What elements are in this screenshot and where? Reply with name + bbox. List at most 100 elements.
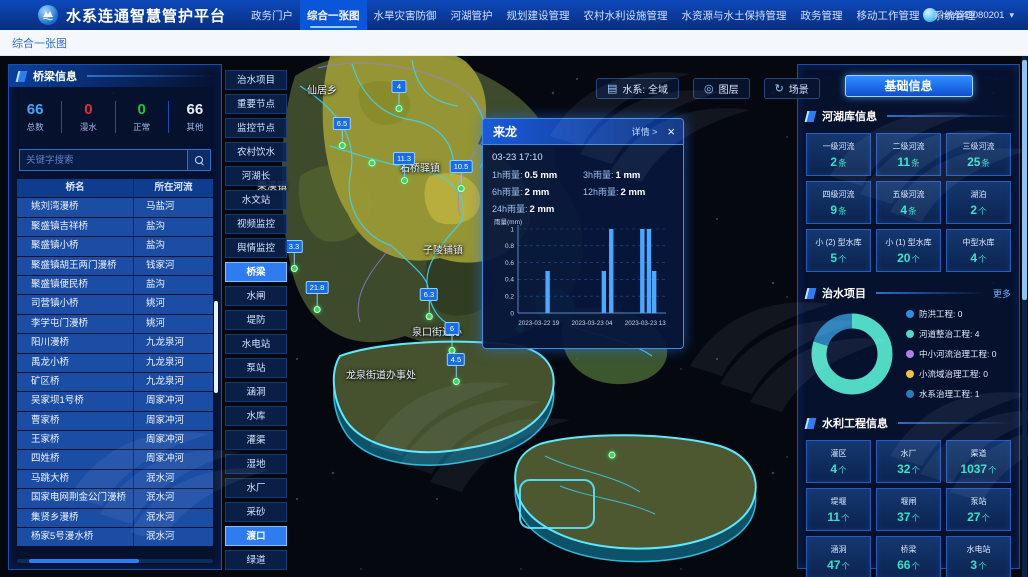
- marker-value: 3.3: [284, 240, 304, 253]
- stat-value: 0: [137, 101, 146, 118]
- watersystem-filter-button[interactable]: ▤ 水系: 全域: [596, 78, 679, 99]
- search-button[interactable]: [187, 149, 211, 171]
- layer-item-渡口[interactable]: 渡口: [225, 526, 287, 546]
- table-row[interactable]: 四姓桥 周家冲河: [17, 450, 213, 469]
- layer-item-水闸[interactable]: 水闸: [225, 286, 287, 306]
- nav-tab-综合一张图[interactable]: 综合一张图: [300, 0, 367, 30]
- info-card-渠道[interactable]: 渠道 1037个: [946, 440, 1011, 483]
- info-card-中型水库[interactable]: 中型水库 4个: [946, 229, 1011, 272]
- nav-tab-政务管理[interactable]: 政务管理: [800, 9, 843, 22]
- layer-item-湿地[interactable]: 湿地: [225, 454, 287, 474]
- layer-item-水电站[interactable]: 水电站: [225, 334, 287, 354]
- layer-item-农村饮水[interactable]: 农村饮水: [225, 142, 287, 162]
- info-card-三级河流[interactable]: 三级河流 25条: [946, 133, 1011, 176]
- project-section-title: 治水项目: [822, 288, 866, 300]
- layer-item-水厂[interactable]: 水厂: [225, 478, 287, 498]
- nav-tab-系统管理[interactable]: 系统管理: [933, 9, 976, 22]
- layer-item-监控节点[interactable]: 监控节点: [225, 118, 287, 138]
- layer-item-舆情监控[interactable]: 舆情监控: [225, 238, 287, 258]
- layer-item-绿道[interactable]: 绿道: [225, 550, 287, 570]
- table-row[interactable]: 国家电网荆金公门漫桥 泯水河: [17, 489, 213, 508]
- info-card-小 (1) 型水库[interactable]: 小 (1) 型水库 20个: [876, 229, 941, 272]
- nav-tab-移动工作管理[interactable]: 移动工作管理: [856, 9, 920, 22]
- table-row[interactable]: 聚盛镇胡王两门漫桥 钱家河: [17, 256, 213, 275]
- station-dot-icon[interactable]: [608, 451, 616, 459]
- layer-item-河湖长[interactable]: 河湖长: [225, 166, 287, 186]
- layer-item-堤防[interactable]: 堤防: [225, 310, 287, 330]
- station-dot-icon[interactable]: [368, 159, 376, 167]
- scene-button[interactable]: ↻ 场景: [763, 78, 820, 99]
- table-hscrollbar[interactable]: [17, 559, 213, 563]
- layer-item-视频监控[interactable]: 视频监控: [225, 214, 287, 234]
- nav-tab-农村水利设施管理[interactable]: 农村水利设施管理: [583, 9, 668, 22]
- layer-item-治水项目[interactable]: 治水项目: [225, 70, 287, 90]
- table-row[interactable]: 禹龙小桥 九龙泉河: [17, 353, 213, 372]
- layer-item-涵洞[interactable]: 涵洞: [225, 382, 287, 402]
- bridge-marker[interactable]: 6.3: [419, 288, 439, 320]
- table-row[interactable]: 聚盛镇吉祥桥 盐沟: [17, 217, 213, 237]
- layer-item-灌渠[interactable]: 灌渠: [225, 430, 287, 450]
- table-row[interactable]: 姚刘湾漫桥 马盐河: [17, 198, 213, 217]
- nav-tab-水旱灾害防御[interactable]: 水旱灾害防御: [373, 9, 437, 22]
- info-card-水厂[interactable]: 水厂 32个: [876, 440, 941, 483]
- basic-info-button[interactable]: 基础信息: [844, 75, 973, 97]
- nav-tab-政务门户[interactable]: 政务门户: [251, 9, 294, 22]
- table-row[interactable]: 李学屯门漫桥 姚河: [17, 314, 213, 334]
- bridge-marker[interactable]: 4: [391, 80, 407, 112]
- info-card-灌区[interactable]: 灌区 4个: [806, 440, 871, 483]
- bridge-marker[interactable]: 11.3: [392, 152, 416, 184]
- x-tick-label: 2023-03-23 04: [572, 320, 613, 327]
- info-card-一级河流[interactable]: 一级河流 2条: [806, 133, 871, 176]
- layer-item-泵站[interactable]: 泵站: [225, 358, 287, 378]
- table-row[interactable]: 矿区桥 九龙泉河: [17, 372, 213, 392]
- nav-tab-规划建设管理[interactable]: 规划建设管理: [506, 9, 570, 22]
- nav-tab-河湖管护[interactable]: 河湖管护: [450, 9, 493, 22]
- bridge-marker[interactable]: 4.5: [446, 353, 466, 385]
- table-row[interactable]: 集贤乡漫桥 泯水河: [17, 508, 213, 528]
- layer-item-水库[interactable]: 水库: [225, 406, 287, 426]
- layer-item-重要节点[interactable]: 重要节点: [225, 94, 287, 114]
- table-row[interactable]: 聚盛镇小桥 盐沟: [17, 237, 213, 256]
- info-card-五级河流[interactable]: 五级河流 4条: [876, 181, 941, 224]
- bridge-marker[interactable]: 21.8: [305, 281, 329, 313]
- bridge-stats: 66 总数 0 漫水 0 正常 66 其他: [9, 91, 221, 143]
- info-card-泵站[interactable]: 泵站 27个: [946, 488, 1011, 531]
- info-card-小 (2) 型水库[interactable]: 小 (2) 型水库 5个: [806, 229, 871, 272]
- info-card-四级河流[interactable]: 四级河流 9条: [806, 181, 871, 224]
- right-scrollbar-thumb[interactable]: [1022, 60, 1027, 300]
- info-card-桥梁[interactable]: 桥梁 66个: [876, 536, 941, 577]
- table-row[interactable]: 阳川漫桥 九龙泉河: [17, 334, 213, 353]
- detail-link[interactable]: 详情 >: [631, 127, 658, 137]
- more-link[interactable]: 更多: [992, 288, 1011, 299]
- info-card-水电站[interactable]: 水电站 3个: [946, 536, 1011, 577]
- info-card-堤堰[interactable]: 堤堰 11个: [806, 488, 871, 531]
- legend-dot-icon: [906, 390, 914, 398]
- bridge-marker[interactable]: 10.5: [449, 160, 473, 192]
- breadcrumb[interactable]: 综合一张图: [12, 37, 67, 50]
- info-card-二级河流[interactable]: 二级河流 11条: [876, 133, 941, 176]
- close-icon[interactable]: ×: [667, 124, 675, 139]
- layers-button[interactable]: ◎ 图层: [692, 78, 750, 99]
- info-card-湖泊[interactable]: 湖泊 2个: [946, 181, 1011, 224]
- layer-item-采砂[interactable]: 采砂: [225, 502, 287, 522]
- search-input[interactable]: [19, 149, 187, 171]
- bridge-marker[interactable]: 3.3: [284, 240, 304, 272]
- bridge-marker[interactable]: 6: [444, 322, 460, 354]
- table-row[interactable]: 杨家5号漫水桥 泯水河: [17, 528, 213, 547]
- stat-value: 0: [84, 101, 93, 118]
- bridge-marker[interactable]: 6.5: [332, 117, 352, 149]
- table-row[interactable]: 王家桥 周家冲河: [17, 431, 213, 450]
- table-row[interactable]: 司营镇小桥 姚河: [17, 295, 213, 314]
- table-row[interactable]: 马跳大桥 泯水河: [17, 469, 213, 489]
- nav-tab-水资源与水土保持管理[interactable]: 水资源与水土保持管理: [681, 9, 787, 22]
- table-row[interactable]: 曹家桥 周家冲河: [17, 411, 213, 431]
- layer-item-桥梁[interactable]: 桥梁: [225, 262, 287, 282]
- user-menu[interactable]: hhzb42080201 ▾: [922, 8, 1014, 22]
- river-name-cell: 姚河: [133, 314, 213, 334]
- table-row[interactable]: 吴家坝1号桥 周家冲河: [17, 392, 213, 411]
- info-card-堰闸[interactable]: 堰闸 37个: [876, 488, 941, 531]
- info-card-涵洞[interactable]: 涵洞 47个: [806, 536, 871, 577]
- table-row[interactable]: 聚盛镇便民桥 盐沟: [17, 275, 213, 295]
- table-scrollbar[interactable]: [214, 301, 218, 393]
- layer-item-水文站[interactable]: 水文站: [225, 190, 287, 210]
